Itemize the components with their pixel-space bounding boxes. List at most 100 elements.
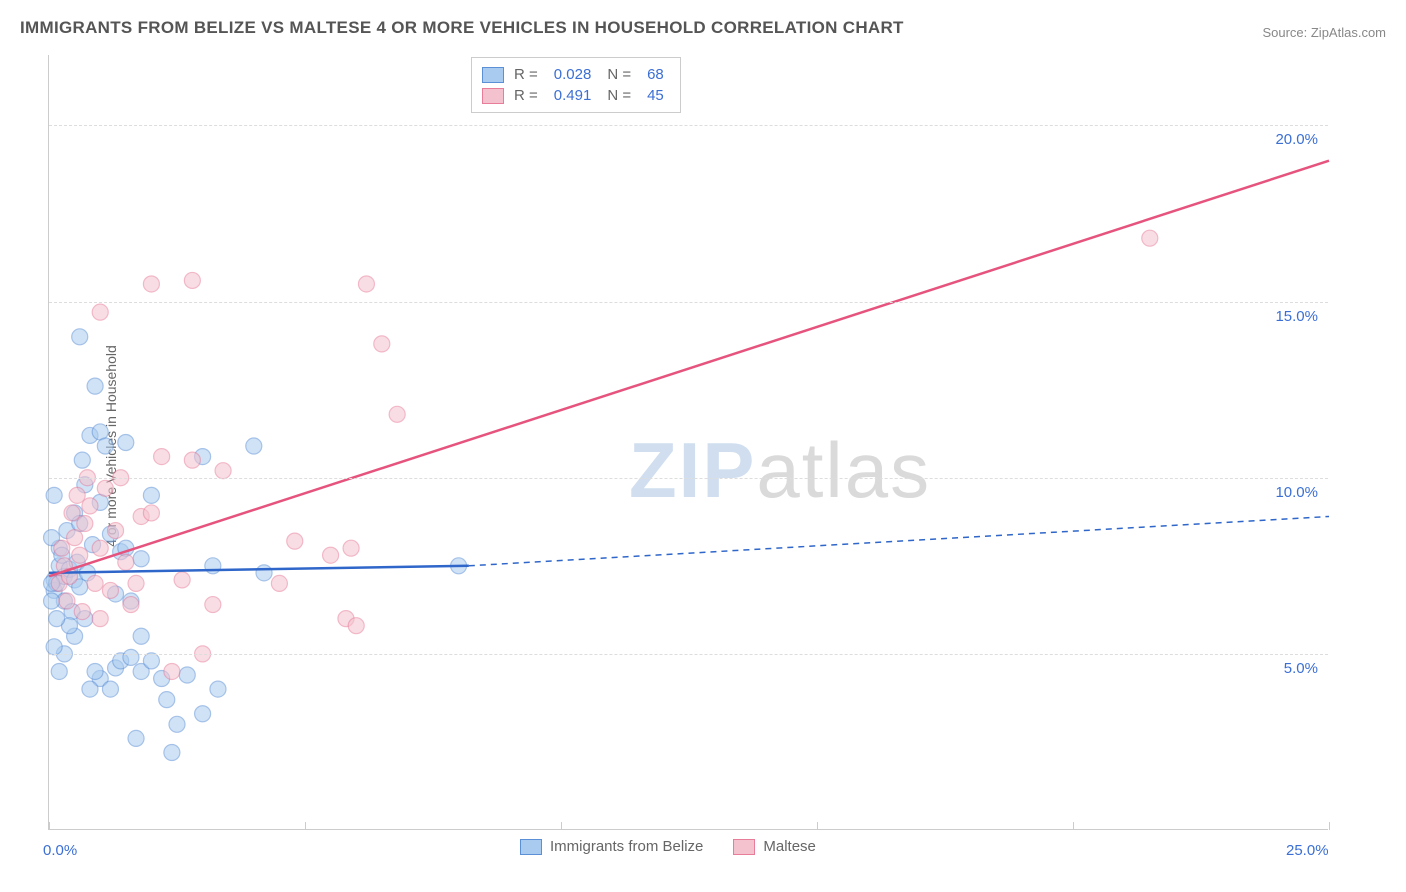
scatter-point-maltese	[74, 604, 90, 620]
scatter-point-maltese	[143, 505, 159, 521]
scatter-point-maltese	[1142, 230, 1158, 246]
scatter-point-belize	[82, 681, 98, 697]
legend-swatch-belize	[520, 839, 542, 855]
scatter-point-belize	[123, 649, 139, 665]
scatter-point-belize	[87, 378, 103, 394]
scatter-point-belize	[118, 435, 134, 451]
corr-legend-row: R = 0.491 N = 45	[482, 85, 670, 106]
corr-n-value: 68	[641, 66, 670, 83]
chart-title: IMMIGRANTS FROM BELIZE VS MALTESE 4 OR M…	[20, 18, 904, 38]
corr-legend-row: R = 0.028 N = 68	[482, 64, 670, 85]
scatter-point-maltese	[118, 554, 134, 570]
scatter-point-maltese	[205, 597, 221, 613]
gridline	[49, 654, 1328, 655]
scatter-point-maltese	[271, 575, 287, 591]
scatter-point-belize	[97, 438, 113, 454]
gridline	[49, 302, 1328, 303]
scatter-point-maltese	[184, 452, 200, 468]
x-tick	[817, 822, 818, 830]
scatter-point-maltese	[348, 618, 364, 634]
scatter-point-maltese	[87, 575, 103, 591]
chart-svg	[49, 55, 1328, 829]
corr-n-value: 45	[641, 87, 670, 104]
scatter-point-belize	[169, 716, 185, 732]
scatter-point-maltese	[77, 516, 93, 532]
legend-swatch-maltese	[733, 839, 755, 855]
series-legend-label: Maltese	[763, 838, 816, 855]
scatter-point-maltese	[72, 547, 88, 563]
scatter-point-maltese	[287, 533, 303, 549]
scatter-point-belize	[87, 663, 103, 679]
scatter-point-maltese	[343, 540, 359, 556]
scatter-point-belize	[46, 639, 62, 655]
chart-container: IMMIGRANTS FROM BELIZE VS MALTESE 4 OR M…	[0, 0, 1406, 892]
scatter-point-maltese	[123, 597, 139, 613]
scatter-point-maltese	[358, 276, 374, 292]
y-tick-label: 15.0%	[1275, 308, 1318, 325]
scatter-point-belize	[46, 487, 62, 503]
corr-r-label: R =	[514, 87, 538, 104]
scatter-point-maltese	[92, 611, 108, 627]
scatter-point-belize	[133, 628, 149, 644]
regression-line-dash-belize	[469, 516, 1329, 565]
y-tick-label: 20.0%	[1275, 131, 1318, 148]
x-tick	[49, 822, 50, 830]
regression-line-maltese	[49, 161, 1329, 577]
scatter-point-maltese	[184, 272, 200, 288]
x-tick	[561, 822, 562, 830]
scatter-point-maltese	[82, 498, 98, 514]
scatter-point-maltese	[102, 582, 118, 598]
corr-r-value: 0.028	[548, 66, 598, 83]
scatter-point-belize	[51, 663, 67, 679]
scatter-point-maltese	[164, 663, 180, 679]
x-tick-label: 25.0%	[1286, 842, 1329, 859]
scatter-point-belize	[159, 692, 175, 708]
scatter-point-belize	[256, 565, 272, 581]
scatter-point-belize	[195, 706, 211, 722]
scatter-point-maltese	[389, 406, 405, 422]
scatter-point-belize	[133, 551, 149, 567]
scatter-point-maltese	[59, 593, 75, 609]
x-tick	[1329, 822, 1330, 830]
scatter-point-maltese	[97, 480, 113, 496]
scatter-point-belize	[164, 745, 180, 761]
scatter-point-belize	[74, 452, 90, 468]
scatter-point-maltese	[92, 304, 108, 320]
series-legend-item: Maltese	[733, 838, 816, 855]
scatter-point-belize	[246, 438, 262, 454]
scatter-point-maltese	[174, 572, 190, 588]
scatter-point-maltese	[108, 523, 124, 539]
plot-area: ZIPatlas R = 0.028 N = 68 R = 0.491 N = …	[48, 55, 1328, 830]
x-tick-label: 0.0%	[43, 842, 77, 859]
scatter-point-belize	[179, 667, 195, 683]
series-legend-item: Immigrants from Belize	[520, 838, 703, 855]
scatter-point-belize	[128, 730, 144, 746]
series-legend: Immigrants from Belize Maltese	[520, 838, 816, 855]
gridline	[49, 478, 1328, 479]
scatter-point-belize	[210, 681, 226, 697]
scatter-point-belize	[143, 653, 159, 669]
scatter-point-maltese	[323, 547, 339, 563]
scatter-point-maltese	[64, 505, 80, 521]
scatter-point-belize	[49, 611, 65, 627]
scatter-point-maltese	[374, 336, 390, 352]
source-label: Source: ZipAtlas.com	[1262, 25, 1386, 40]
scatter-point-belize	[72, 329, 88, 345]
scatter-point-maltese	[154, 449, 170, 465]
scatter-point-belize	[44, 593, 60, 609]
scatter-point-maltese	[69, 487, 85, 503]
gridline	[49, 125, 1328, 126]
scatter-point-maltese	[92, 540, 108, 556]
x-tick	[305, 822, 306, 830]
y-tick-label: 5.0%	[1284, 660, 1318, 677]
corr-n-label: N =	[607, 66, 631, 83]
x-tick	[1073, 822, 1074, 830]
series-legend-label: Immigrants from Belize	[550, 838, 703, 855]
corr-r-value: 0.491	[548, 87, 598, 104]
legend-swatch-belize	[482, 67, 504, 83]
corr-n-label: N =	[607, 87, 631, 104]
scatter-point-maltese	[67, 530, 83, 546]
scatter-point-maltese	[143, 276, 159, 292]
corr-r-label: R =	[514, 66, 538, 83]
legend-swatch-maltese	[482, 88, 504, 104]
